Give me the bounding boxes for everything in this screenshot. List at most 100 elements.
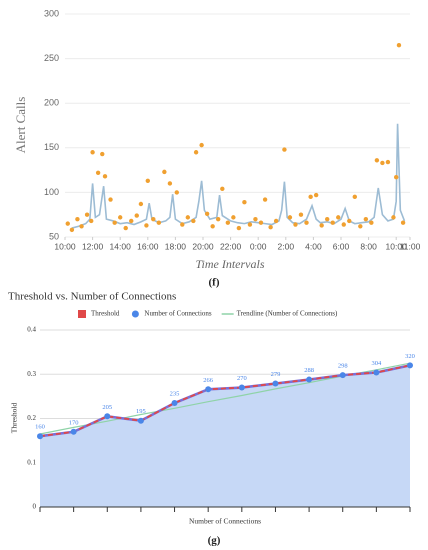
data-point <box>84 212 90 217</box>
data-point <box>118 215 123 220</box>
data-point <box>258 220 264 225</box>
data-point <box>347 218 352 224</box>
data-point <box>167 181 173 186</box>
data-point <box>215 216 221 222</box>
data-point <box>191 218 196 224</box>
x-tick-label: 14:00 <box>110 241 132 251</box>
data-point <box>308 194 313 200</box>
x-tick-label: 10:00 <box>386 241 408 251</box>
data-point <box>242 200 247 205</box>
data-point <box>339 372 346 379</box>
data-point <box>90 150 95 155</box>
data-point <box>108 197 113 202</box>
data-point <box>69 227 75 233</box>
data-point <box>225 220 231 225</box>
data-point <box>268 224 273 230</box>
data-point <box>210 224 215 229</box>
data-point <box>273 218 279 224</box>
data-point <box>262 197 268 202</box>
data-point <box>282 147 287 152</box>
y-tick-label: 200 <box>44 98 59 108</box>
data-point <box>174 190 179 195</box>
data-point <box>396 43 402 48</box>
data-label: 320 <box>405 353 415 360</box>
data-point <box>129 218 134 224</box>
y-tick-label: 0.3 <box>27 370 36 378</box>
x-tick-label: 18:00 <box>165 241 187 251</box>
x-axis-label: Time Intervals <box>196 257 265 271</box>
data-point <box>75 216 80 222</box>
x-tick-label: 2:00 <box>278 241 295 251</box>
data-point <box>363 216 369 222</box>
data-label: 298 <box>338 363 348 370</box>
y-tick-label: 50 <box>49 231 59 241</box>
data-point <box>341 222 346 227</box>
data-point <box>407 362 413 369</box>
x-tick-label: 20:00 <box>192 241 214 251</box>
data-point <box>287 215 293 220</box>
data-point <box>70 428 77 435</box>
data-point <box>325 216 330 222</box>
data-point <box>100 151 105 157</box>
caption: (g) <box>208 535 221 547</box>
x-tick-label: 16:00 <box>137 241 159 251</box>
data-label: 270 <box>237 375 247 382</box>
data-point <box>352 194 357 200</box>
legend-swatch <box>78 310 86 318</box>
data-point <box>313 192 319 198</box>
data-point <box>123 225 128 231</box>
data-point <box>151 216 156 222</box>
y-tick-label: 0.1 <box>27 458 36 466</box>
data-point <box>373 369 380 376</box>
data-point <box>304 220 309 225</box>
y-tick-label: 0 <box>33 503 37 511</box>
data-point <box>231 215 236 220</box>
x-tick-label: 0:00 <box>250 241 267 251</box>
series-line <box>71 123 406 229</box>
data-point <box>330 220 335 225</box>
data-point <box>298 212 304 217</box>
y-tick-label: 0.4 <box>27 326 36 334</box>
data-point <box>156 220 162 225</box>
data-label: 235 <box>170 390 180 397</box>
data-label: 205 <box>102 404 112 411</box>
data-point <box>65 221 70 226</box>
x-axis-label: Number of Connections <box>189 517 261 526</box>
data-point <box>220 186 225 192</box>
x-tick-label: 12:00 <box>82 241 104 251</box>
data-label: 304 <box>371 360 382 367</box>
x-tick-label: 11:00 <box>400 241 421 251</box>
data-point <box>319 223 324 228</box>
data-point <box>144 223 149 228</box>
data-point <box>112 220 117 225</box>
x-tick-label: 4:00 <box>305 241 322 251</box>
data-point <box>293 222 298 227</box>
legend-swatch <box>131 310 139 318</box>
chart-title: Threshold vs. Number of Connections <box>8 291 176 303</box>
data-point <box>134 213 139 218</box>
data-point <box>89 218 94 224</box>
data-point <box>369 220 374 225</box>
data-label: 266 <box>203 377 214 384</box>
y-axis-label: Alert Calls <box>13 97 28 154</box>
data-label: 279 <box>271 371 281 378</box>
data-point <box>236 225 242 231</box>
data-point <box>272 380 279 387</box>
data-point <box>247 222 253 227</box>
data-point <box>204 211 210 217</box>
y-tick-label: 250 <box>44 53 59 63</box>
data-point <box>79 224 84 229</box>
area <box>40 365 410 507</box>
legend-label: Number of Connections <box>144 310 212 318</box>
data-point <box>336 215 341 220</box>
data-point <box>180 222 185 227</box>
data-point <box>306 376 313 383</box>
legend-label: Trendline (Number of Connections) <box>237 310 338 318</box>
data-point <box>374 158 380 163</box>
data-label: 288 <box>304 367 314 374</box>
y-tick-label: 150 <box>44 142 59 152</box>
data-point <box>185 215 191 220</box>
y-tick-label: 0.2 <box>27 414 36 422</box>
y-tick-label: 300 <box>44 8 59 18</box>
